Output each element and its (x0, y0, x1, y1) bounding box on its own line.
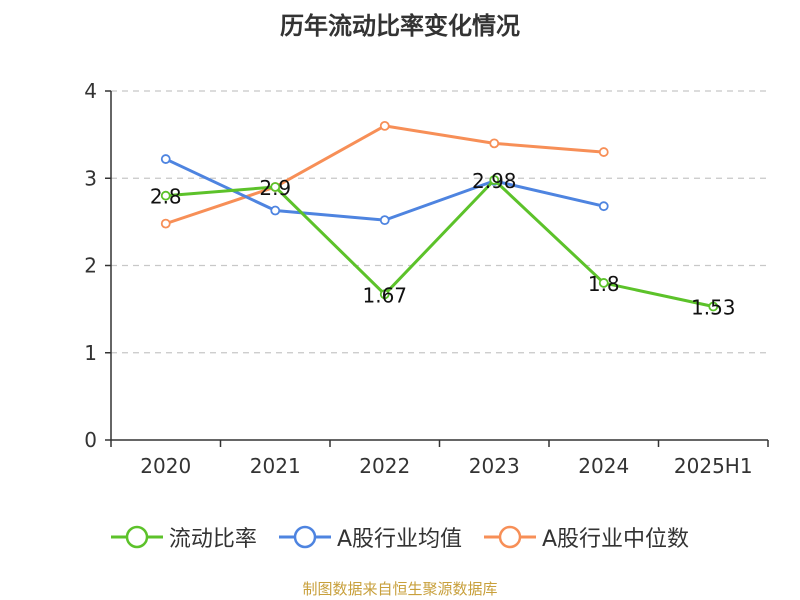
data-source-note: 制图数据来自恒生聚源数据库 (302, 580, 498, 598)
x-tick-label: 2021 (250, 454, 301, 478)
x-tick-label: 2022 (359, 454, 410, 478)
legend-label: A股行业均值 (336, 527, 462, 552)
legend-item[interactable]: A股行业均值 (278, 521, 462, 553)
data-point (489, 175, 500, 185)
series-line (165, 178, 714, 308)
legend-line-circle-icon (110, 525, 163, 549)
data-point (598, 201, 609, 212)
legend-line-circle-icon (278, 525, 331, 549)
chart-legend: 流动比率 A股行业均值 A股行业中位数 (0, 520, 800, 554)
y-tick-label: 2 (84, 254, 97, 278)
data-point (708, 301, 719, 312)
legend-item[interactable]: A股行业中位数 (484, 521, 689, 553)
data-point (160, 154, 171, 164)
data-point (379, 121, 390, 131)
x-tick-label: 2023 (469, 454, 520, 478)
data-label: 1.53 (691, 296, 736, 320)
data-point (270, 182, 281, 192)
y-tick-label: 4 (84, 79, 97, 103)
legend-line-circle-icon (484, 525, 536, 549)
x-tick-label: 2020 (140, 454, 191, 478)
data-point (160, 190, 171, 201)
x-tick-label: 2024 (578, 454, 629, 478)
series-line (165, 124, 604, 226)
legend-label: 流动比率 (168, 527, 257, 552)
chart-title: 历年流动比率变化情况 (280, 12, 520, 40)
data-label: 1.67 (362, 283, 407, 307)
y-tick-label: 0 (84, 428, 97, 452)
data-point (598, 147, 609, 157)
data-point (270, 205, 281, 216)
data-point (489, 138, 500, 149)
legend-label: A股行业中位数 (542, 527, 690, 552)
y-tick-label: 1 (84, 341, 97, 365)
x-tick-label: 2025H1 (674, 454, 753, 478)
data-label: 2.9 (259, 176, 291, 200)
data-point (379, 289, 390, 300)
y-tick-label: 3 (84, 166, 97, 190)
data-label: 1.8 (588, 272, 620, 296)
data-label: 2.98 (472, 169, 517, 193)
legend-item[interactable]: 流动比率 (110, 521, 257, 553)
data-label: 2.8 (150, 185, 182, 209)
data-point (160, 218, 171, 229)
data-point (379, 215, 390, 226)
data-point (598, 278, 609, 288)
